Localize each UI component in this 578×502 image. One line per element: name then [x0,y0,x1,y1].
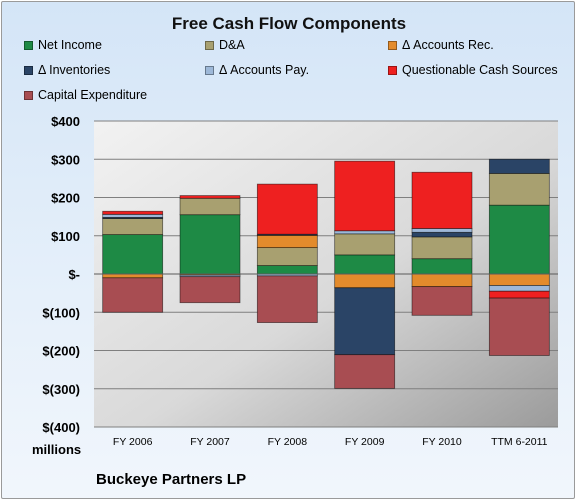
bar-segment [256,234,318,249]
bar-segment [256,247,318,266]
bar-segment [179,195,241,199]
legend-item: D&A [205,38,245,52]
legend-swatch [388,65,397,75]
bar-segment [411,231,473,238]
bar-segment [256,265,318,275]
y-tick-label: $(100) [42,305,80,320]
bar-segment [256,275,318,323]
legend-item: Net Income [24,38,102,52]
bar-segment [102,218,164,236]
bar-segment [488,273,550,286]
x-tick-label: TTM 6-2011 [491,436,548,448]
bar-segment [256,183,318,235]
y-tick-label: $100 [51,229,80,244]
bar-segment [334,287,396,356]
bar-segment [102,273,164,279]
bar-segment [334,354,396,389]
bar-segment [488,290,550,299]
legend-label: Δ Accounts Rec. [402,38,494,52]
bar-segment [488,204,550,275]
y-tick-label: $400 [51,114,80,129]
x-tick-label: FY 2010 [422,436,462,448]
legend-label: D&A [219,38,245,52]
bar-segment [179,214,241,275]
bar-segment [334,160,396,232]
y-tick-label: $(300) [42,382,80,397]
bar-segment [488,173,550,206]
bar-segment [334,233,396,256]
legend-item: Δ Inventories [24,63,110,77]
legend-swatch [24,65,33,75]
bar-segment [411,171,473,229]
x-tick-label: FY 2008 [268,436,308,448]
legend-swatch [205,40,214,50]
bar-segment [488,285,550,292]
y-tick-label: $200 [51,191,80,206]
legend-label: Capital Expenditure [38,88,148,102]
bar-segment [102,213,164,218]
bar-segment [179,276,241,304]
bar-segment [411,273,473,288]
bar-segment [411,258,473,275]
legend-label: Net Income [38,38,102,52]
legend-swatch [24,90,33,100]
bar-segment [334,230,396,235]
x-tick-label: FY 2009 [345,436,385,448]
y-tick-label: $(200) [42,344,80,359]
legend-swatch [205,65,214,75]
legend-item: Questionable Cash Sources [388,63,558,77]
legend-label: Δ Accounts Pay. [219,63,310,77]
legend-item: Δ Accounts Rec. [388,38,494,52]
bar-segment [411,286,473,316]
bar-segment [488,297,550,356]
bar-segment [411,228,473,233]
legend-swatch [388,40,397,50]
x-tick-label: FY 2007 [190,436,230,448]
bar-segment [102,277,164,313]
legend-label: Δ Inventories [38,63,111,77]
units-label: millions [32,442,82,457]
legend-label: Questionable Cash Sources [402,63,558,77]
legend-item: Δ Accounts Pay. [205,63,309,77]
y-tick-label: $(400) [42,420,80,435]
bar-segment [334,273,396,289]
y-tick-label: $- [68,267,80,282]
bar-segment [488,158,550,174]
legend-swatch [24,40,33,50]
bar-segment [102,234,164,275]
bar-segment [102,210,164,215]
bar-segment [411,236,473,260]
y-tick-label: $300 [51,152,80,167]
bar-segment [179,197,241,216]
chart-title: Free Cash Flow Components [171,14,407,33]
x-tick-label: FY 2006 [113,436,153,448]
legend-item: Capital Expenditure [24,88,147,102]
company-label: Buckeye Partners LP [96,471,247,488]
bar-segment [334,254,396,275]
